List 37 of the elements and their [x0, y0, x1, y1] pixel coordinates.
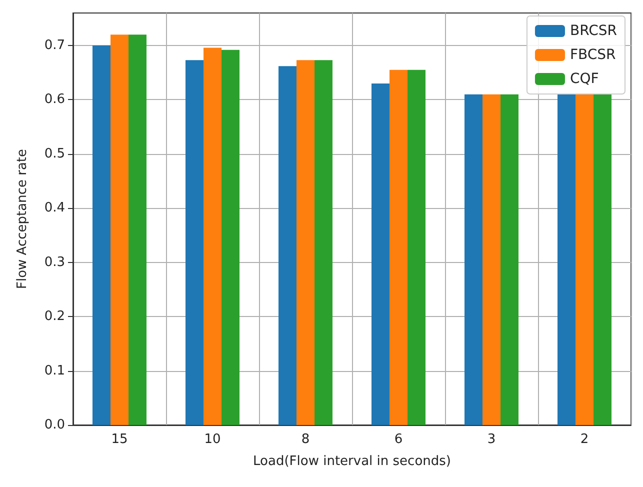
bar — [558, 94, 576, 425]
x-axis-title: Load(Flow interval in seconds) — [253, 454, 451, 469]
bar — [576, 94, 594, 425]
bar — [92, 46, 110, 425]
bar — [296, 60, 314, 425]
bar — [110, 34, 128, 425]
y-tick-label: 0.6 — [44, 92, 65, 108]
bar — [464, 94, 482, 425]
legend-label: CQF — [570, 71, 599, 87]
bar — [500, 94, 518, 425]
y-tick-label: 0.7 — [44, 38, 65, 54]
bar — [408, 70, 426, 425]
bar — [278, 66, 296, 425]
y-tick-label: 0.2 — [44, 309, 65, 324]
legend-label: BRCSR — [570, 23, 618, 39]
x-tick-label: 6 — [394, 432, 403, 447]
legend-label: FBCSR — [570, 47, 616, 63]
y-tick-label: 0.5 — [44, 146, 65, 162]
bar — [390, 70, 408, 425]
x-tick-label: 15 — [111, 432, 128, 447]
x-tick-label: 2 — [580, 432, 589, 447]
y-tick-label: 0.0 — [44, 418, 65, 432]
y-tick-label: 0.3 — [44, 254, 65, 270]
bar — [314, 60, 332, 425]
bar — [594, 94, 612, 425]
bar — [372, 83, 390, 425]
y-tick-label: 0.4 — [44, 200, 65, 216]
x-tick-label: 8 — [301, 432, 310, 447]
bar — [128, 34, 146, 425]
bar — [186, 60, 204, 425]
x-tick-label: 10 — [204, 432, 221, 447]
x-tick-label: 3 — [487, 432, 496, 447]
bar — [204, 48, 222, 425]
y-axis-title: Flow Acceptance rate — [15, 148, 30, 290]
bar — [222, 50, 240, 425]
bar — [482, 94, 500, 425]
y-tick-label: 0.1 — [44, 363, 65, 378]
